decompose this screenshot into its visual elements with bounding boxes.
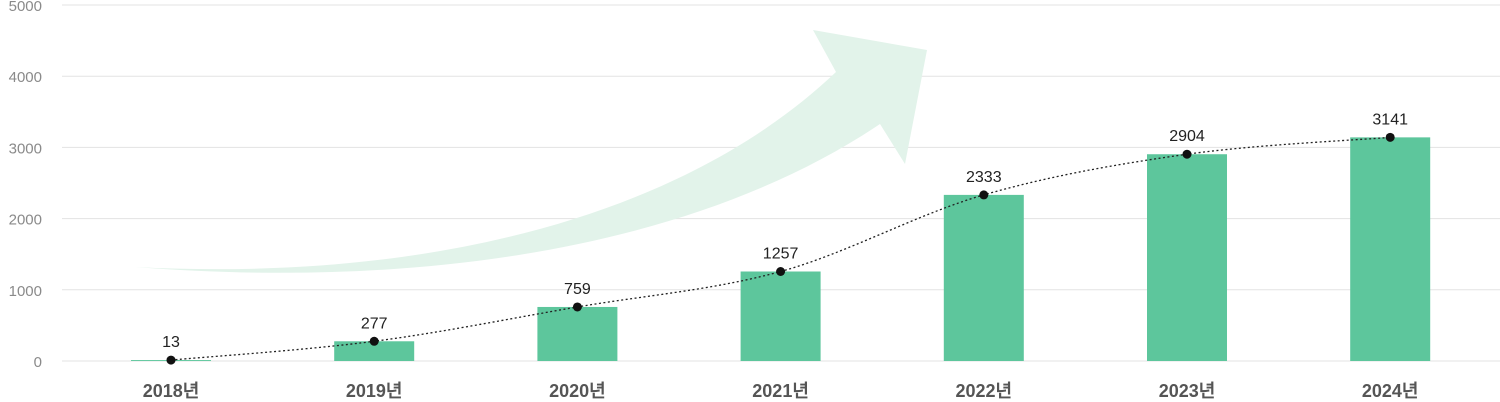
bar xyxy=(1147,154,1227,361)
data-point xyxy=(776,267,786,277)
x-axis-tick-labels: 2018년 2019년 2020년 2021년 2022년 2023년 2024년 xyxy=(143,381,1419,401)
y-tick-label: 1000 xyxy=(9,283,42,300)
x-tick-label: 2018년 xyxy=(143,381,200,401)
x-tick-label: 2024년 xyxy=(1362,381,1419,401)
bar xyxy=(943,194,1024,361)
data-point xyxy=(369,336,379,346)
x-tick-label: 2021년 xyxy=(752,381,809,401)
x-tick-label: 2022년 xyxy=(955,381,1012,401)
bar-series xyxy=(131,137,1431,361)
trend-points xyxy=(166,132,1395,365)
data-point xyxy=(1385,132,1395,142)
data-label: 277 xyxy=(361,315,388,332)
data-label: 2904 xyxy=(1169,128,1205,145)
y-tick-label: 3000 xyxy=(9,140,42,157)
y-tick-label: 2000 xyxy=(9,212,42,229)
bar xyxy=(740,271,821,361)
data-point xyxy=(572,302,582,312)
y-tick-label: 4000 xyxy=(9,69,42,86)
data-label: 759 xyxy=(564,281,591,298)
data-label: 1257 xyxy=(763,246,799,263)
data-label: 2333 xyxy=(966,169,1002,186)
bar xyxy=(1350,137,1431,361)
bar xyxy=(537,306,618,361)
y-tick-label: 5000 xyxy=(9,0,42,15)
x-tick-label: 2020년 xyxy=(549,381,606,401)
growth-arrow-icon xyxy=(135,30,927,273)
y-tick-label: 0 xyxy=(34,354,42,371)
y-axis-tick-labels: 0 1000 2000 3000 4000 5000 xyxy=(9,0,42,371)
x-tick-label: 2023년 xyxy=(1159,381,1216,401)
x-tick-label: 2019년 xyxy=(346,381,403,401)
data-point xyxy=(979,190,989,200)
data-label: 3141 xyxy=(1372,111,1408,128)
grid-lines xyxy=(62,4,1500,362)
data-label: 13 xyxy=(162,334,180,351)
bar xyxy=(334,341,415,361)
data-labels: 13 277 759 1257 2333 2904 3141 xyxy=(162,111,1408,351)
data-point xyxy=(1182,149,1192,159)
data-point xyxy=(166,355,176,365)
